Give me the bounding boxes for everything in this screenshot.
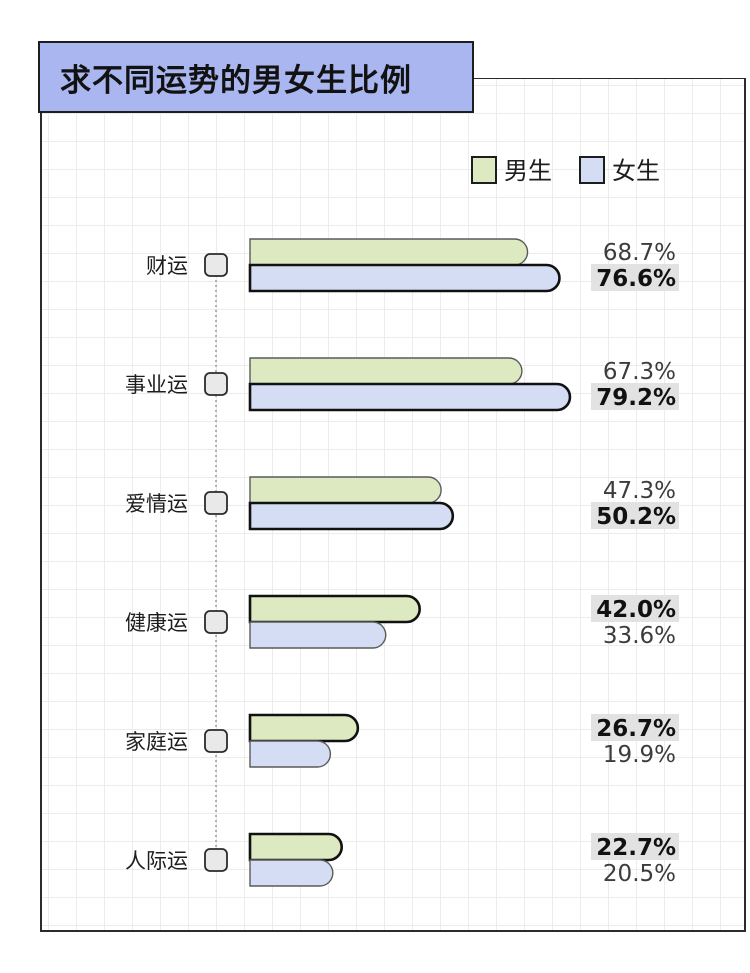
category-label: 爱情运 — [125, 492, 188, 516]
value-highlight — [591, 264, 679, 291]
value-label-male: 68.7% — [603, 240, 676, 266]
value-label-male: 67.3% — [603, 359, 676, 385]
category-node — [204, 253, 228, 277]
bar-male — [248, 832, 343, 862]
bar-male — [248, 594, 421, 624]
bar-male — [249, 476, 442, 504]
category-label: 财运 — [146, 254, 188, 278]
value-label-male: 42.0% — [596, 597, 676, 623]
bar-male — [248, 713, 360, 743]
value-highlight — [591, 714, 679, 741]
legend-label-female: 女生 — [612, 157, 660, 185]
value-label-male: 22.7% — [596, 835, 676, 861]
bar-female — [249, 740, 332, 768]
value-label-male: 26.7% — [596, 716, 676, 742]
bar-female — [248, 382, 572, 412]
bar-male — [249, 238, 529, 266]
bar-female — [249, 859, 334, 887]
category-node — [204, 848, 228, 872]
bar-male — [249, 357, 523, 385]
value-label-female: 19.9% — [603, 742, 676, 768]
category-label: 健康运 — [125, 611, 188, 635]
category-node — [204, 729, 228, 753]
category-node — [204, 491, 228, 515]
value-label-male: 47.3% — [603, 478, 676, 504]
value-label-female: 79.2% — [596, 385, 676, 411]
value-highlight — [591, 502, 679, 529]
bar-female — [249, 621, 387, 649]
category-label: 事业运 — [125, 373, 188, 397]
legend-label-male: 男生 — [504, 157, 552, 185]
category-label: 人际运 — [125, 849, 188, 873]
category-node — [204, 610, 228, 634]
title-box: 求不同运势的男女生比例 — [38, 41, 474, 113]
value-label-female: 76.6% — [596, 266, 676, 292]
legend-swatch-female — [579, 156, 605, 184]
value-highlight — [591, 595, 679, 622]
legend-swatch-male — [471, 156, 497, 184]
value-label-female: 50.2% — [596, 504, 676, 530]
bar-female — [248, 263, 561, 293]
chart-title: 求不同运势的男女生比例 — [60, 62, 412, 99]
value-label-female: 33.6% — [603, 623, 676, 649]
category-label: 家庭运 — [125, 730, 188, 754]
category-node — [204, 372, 228, 396]
value-highlight — [591, 833, 679, 860]
bar-female — [248, 501, 455, 531]
value-highlight — [591, 383, 679, 410]
value-label-female: 20.5% — [603, 861, 676, 887]
